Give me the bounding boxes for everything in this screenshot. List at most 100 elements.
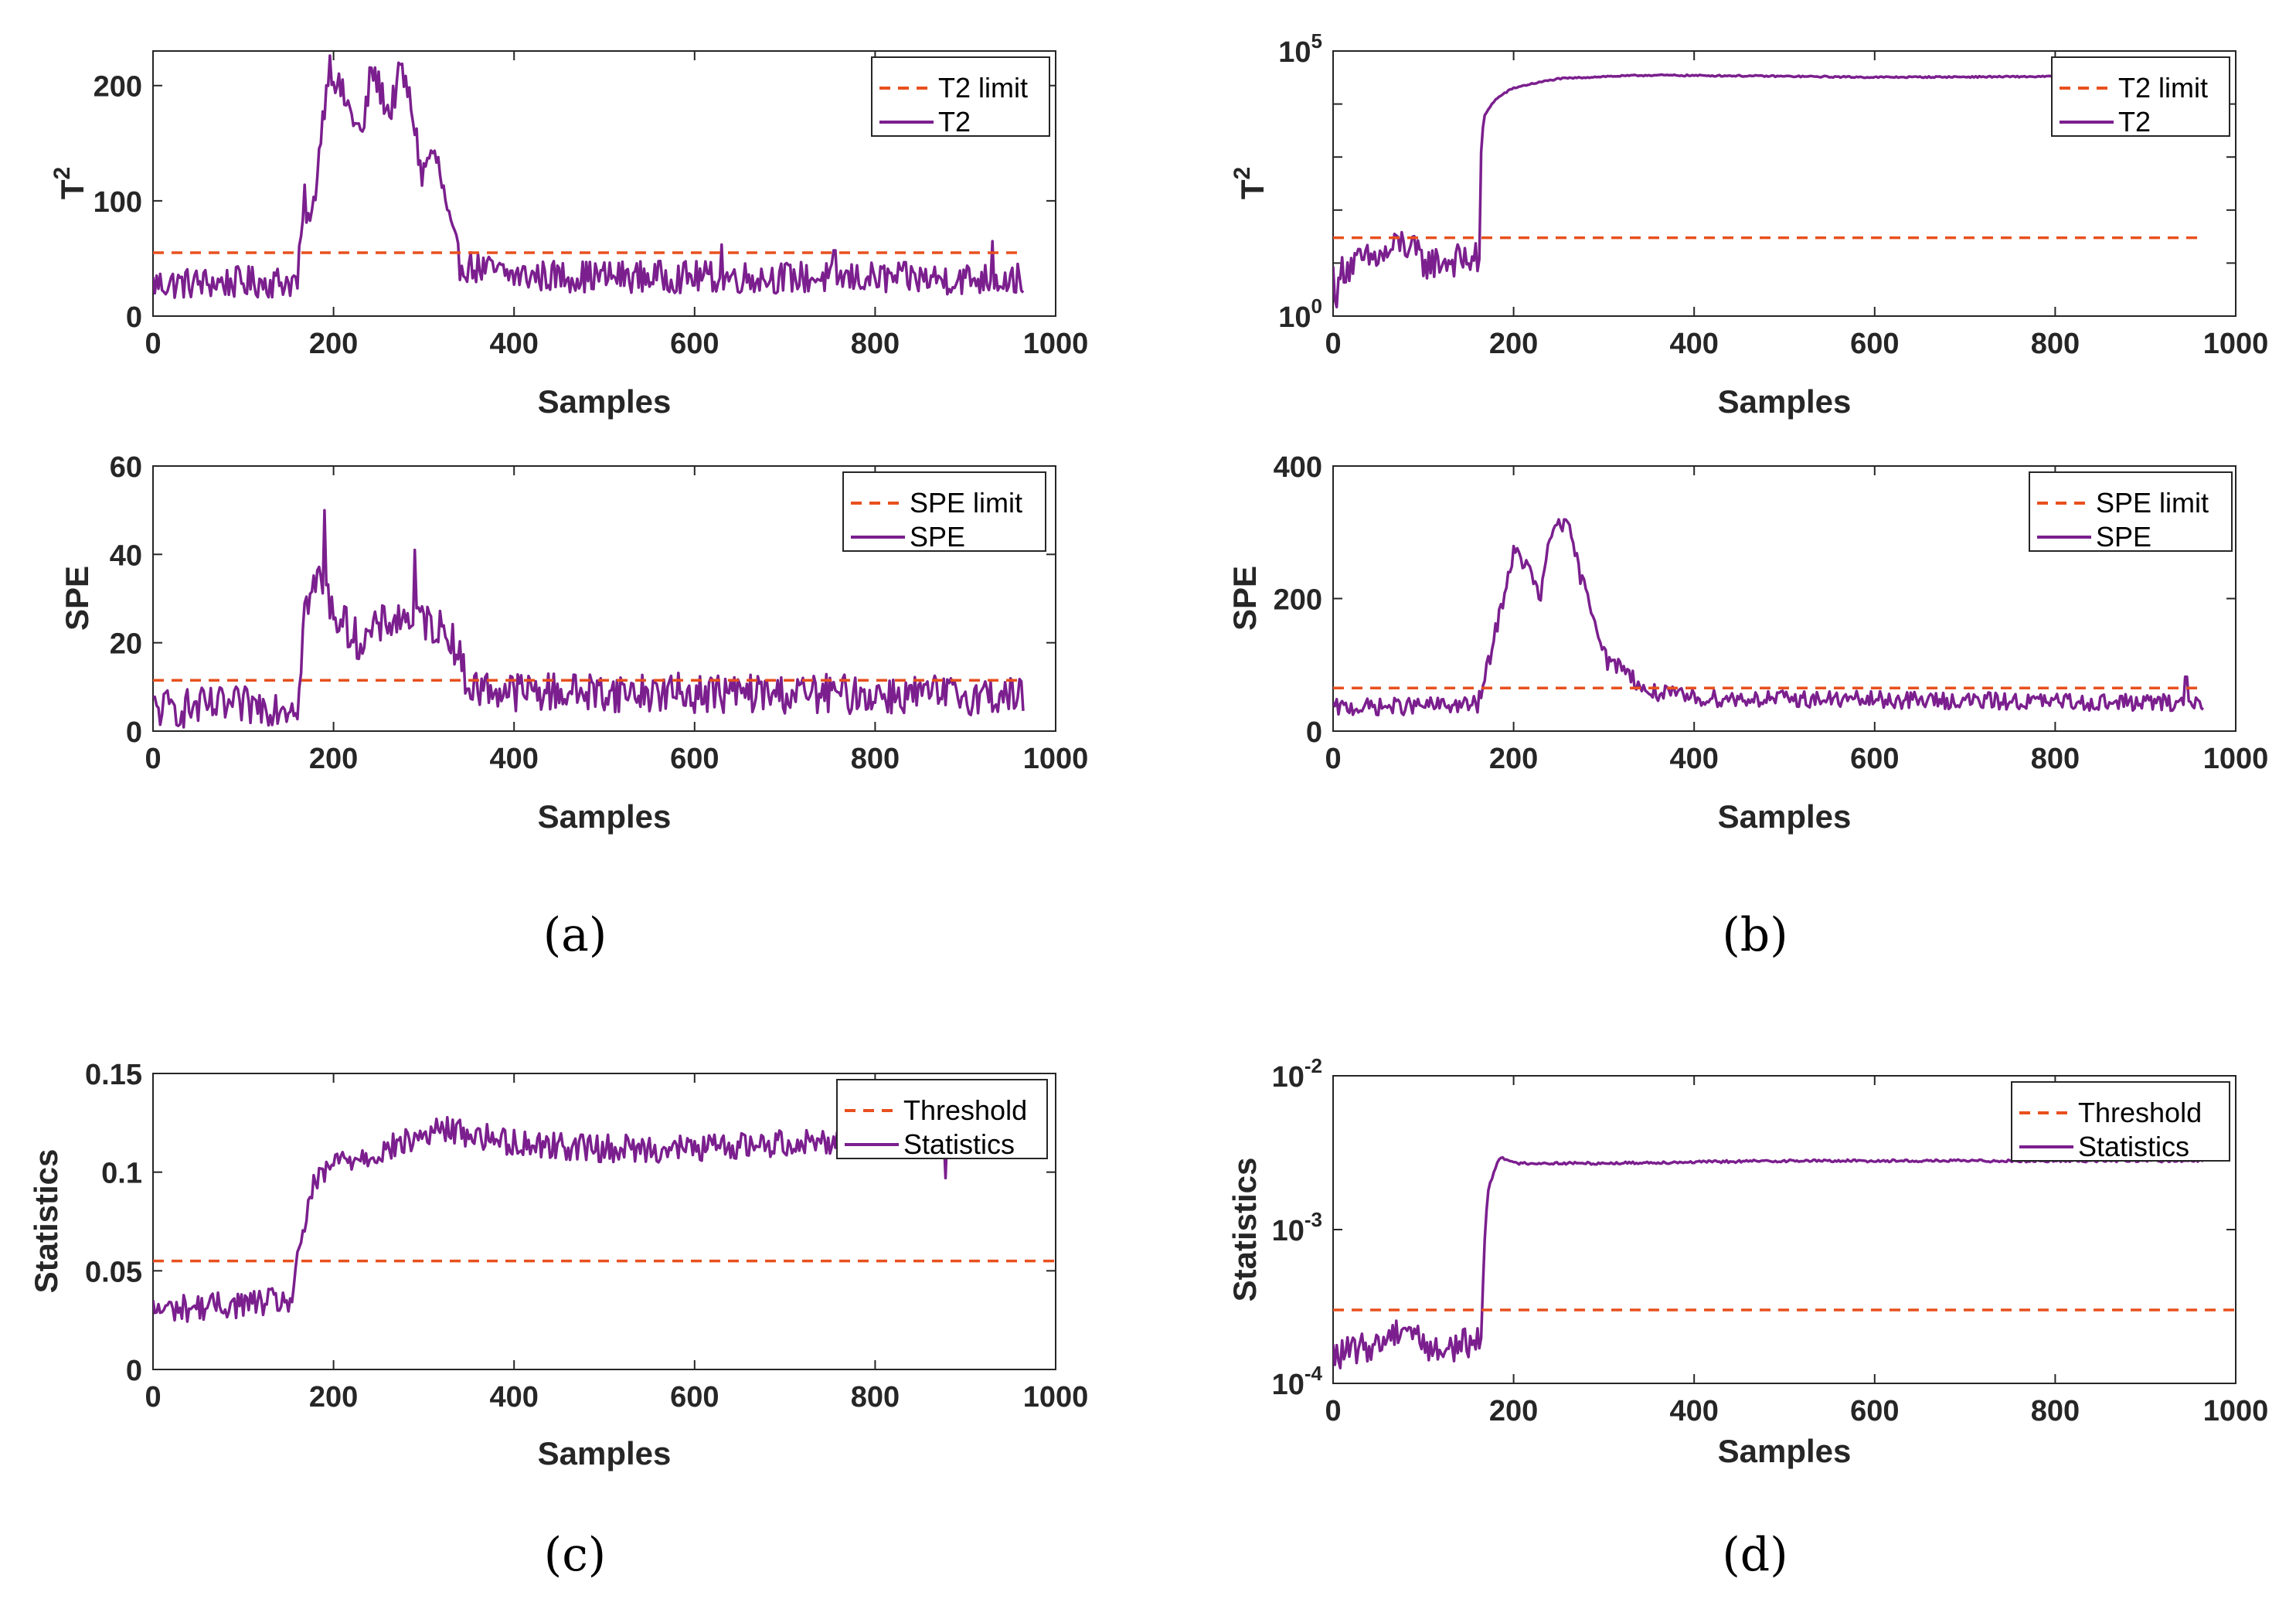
y-tick-label: 10-4 (1272, 1362, 1323, 1401)
y-tick-label: 100 (94, 186, 142, 219)
chart-b-spe: 0 200 400 600 800 1000 0 200 400 Samples SPE SPE… (1226, 451, 2268, 835)
legend: T2 limit T2 (2051, 56, 2230, 138)
legend-stat-label: Statistics (2078, 1131, 2189, 1162)
y-tick-label: 0 (126, 1355, 142, 1387)
plot-area-frame (1332, 50, 2236, 317)
caption-b: (b) (1722, 908, 1787, 962)
x-tick-label: 0 (1325, 743, 1341, 775)
y-tick-label: 105 (1278, 29, 1322, 69)
x-tick-label: 800 (851, 743, 900, 775)
x-tick-label: 800 (2031, 328, 2080, 360)
y-tick-label: 0 (1306, 716, 1322, 749)
x-tick-label: 200 (309, 743, 358, 775)
x-tick-label: 600 (1850, 328, 1899, 360)
x-tick-label: 600 (670, 1381, 719, 1414)
series-statistic (153, 1116, 949, 1323)
x-tick-label: 1000 (2203, 743, 2269, 775)
x-tick-label: 0 (1325, 1395, 1341, 1427)
x-tick-label: 800 (2031, 1395, 2080, 1427)
x-axis-label: Samples (538, 798, 672, 835)
y-tick-label: 10-2 (1272, 1054, 1322, 1094)
y-axis-label: Statistics (28, 1149, 64, 1294)
x-tick-label: 0 (145, 1381, 161, 1414)
legend-stat-label: SPE (910, 521, 965, 553)
chart-a-spe: 0 200 400 600 800 1000 0 20 40 60 Samples SPE SPE… (59, 451, 1088, 835)
legend-limit-label: SPE limit (2096, 487, 2209, 519)
x-tick-label: 200 (309, 328, 358, 360)
x-tick-label: 600 (1850, 1395, 1899, 1427)
x-tick-label: 200 (309, 1381, 358, 1414)
caption-c: (c) (544, 1528, 606, 1582)
chart-c-statistics: 0 200 400 600 800 1000 0 0.05 0.1 0.15 Samples St… (28, 1059, 1088, 1471)
chart-b-t2-log: 0 200 400 600 800 1000 100 105 Samples T2 T2 li… (1230, 29, 2268, 420)
x-tick-label: 200 (1489, 1395, 1538, 1427)
plot-area-frame (152, 1073, 1056, 1370)
x-tick-label: 400 (489, 743, 538, 775)
y-tick-label: 10-3 (1272, 1208, 1322, 1247)
legend-stat-label: Statistics (903, 1128, 1015, 1160)
legend: Threshold Statistics (836, 1079, 1048, 1160)
x-tick-label: 400 (1669, 1395, 1718, 1427)
series-statistic (153, 509, 1025, 729)
x-axis-label: Samples (1718, 383, 1852, 420)
y-axis-label: Statistics (1226, 1158, 1263, 1302)
y-tick-label: 200 (94, 71, 142, 104)
x-tick-label: 600 (670, 743, 719, 775)
plot-area-frame (152, 50, 1056, 317)
legend: SPE limit SPE (842, 471, 1046, 553)
x-tick-label: 0 (145, 743, 161, 775)
x-axis-label: Samples (1718, 798, 1852, 835)
y-axis-label: T2 (1230, 167, 1270, 199)
y-tick-label: 0.15 (85, 1059, 142, 1091)
series-statistic (1333, 518, 2205, 716)
x-tick-label: 400 (1669, 328, 1718, 360)
legend-limit-label: T2 limit (2118, 72, 2208, 104)
x-tick-label: 400 (489, 1381, 538, 1414)
x-tick-label: 0 (1325, 328, 1341, 360)
y-tick-label: 0.05 (85, 1256, 142, 1288)
caption-a: (a) (543, 908, 607, 962)
legend-stat-label: T2 (2118, 106, 2151, 138)
y-axis-label: T2 (49, 167, 90, 199)
x-tick-label: 800 (851, 328, 900, 360)
y-axis-label: SPE (59, 566, 95, 631)
x-axis-label: Samples (538, 1435, 672, 1471)
x-tick-label: 800 (2031, 743, 2080, 775)
y-tick-label: 20 (110, 628, 142, 661)
y-tick-label: 100 (1278, 294, 1322, 334)
x-tick-label: 400 (489, 328, 538, 360)
y-axis-label: SPE (1226, 566, 1263, 631)
legend: T2 limit T2 (871, 56, 1050, 138)
x-tick-label: 1000 (2203, 328, 2269, 360)
legend-limit-label: T2 limit (938, 72, 1028, 104)
y-tick-label: 0 (126, 716, 142, 749)
y-tick-label: 0.1 (101, 1158, 142, 1190)
legend: Threshold Statistics (2011, 1081, 2230, 1162)
x-tick-label: 200 (1489, 328, 1538, 360)
chart-d-statistics-log: 0 200 400 600 800 1000 10-4 10-3 10-2 Samples St… (1226, 1054, 2268, 1469)
legend: SPE limit SPE (2029, 471, 2233, 553)
x-tick-label: 1000 (1023, 1381, 1089, 1414)
x-tick-label: 400 (1669, 743, 1718, 775)
x-tick-label: 600 (1850, 743, 1899, 775)
legend-limit-label: Threshold (2078, 1097, 2202, 1128)
y-tick-label: 400 (1274, 451, 1322, 484)
x-tick-label: 200 (1489, 743, 1538, 775)
legend-limit-label: SPE limit (910, 487, 1022, 519)
x-tick-label: 600 (670, 328, 719, 360)
x-tick-label: 1000 (1023, 328, 1089, 360)
caption-d: (d) (1722, 1528, 1787, 1582)
y-tick-label: 40 (110, 539, 142, 572)
x-tick-label: 800 (851, 1381, 900, 1414)
x-tick-label: 1000 (2203, 1395, 2269, 1427)
y-tick-label: 0 (126, 301, 142, 334)
plot-area-frame (152, 465, 1056, 732)
legend-stat-label: SPE (2096, 521, 2151, 553)
legend-stat-label: T2 (938, 106, 971, 138)
x-tick-label: 1000 (1023, 743, 1089, 775)
legend-limit-label: Threshold (903, 1094, 1027, 1126)
x-axis-label: Samples (1718, 1433, 1852, 1469)
y-tick-label: 60 (110, 451, 142, 484)
chart-a-t2: 0 200 400 600 800 1000 0 100 200 Samples T2 T2 l… (49, 50, 1089, 420)
